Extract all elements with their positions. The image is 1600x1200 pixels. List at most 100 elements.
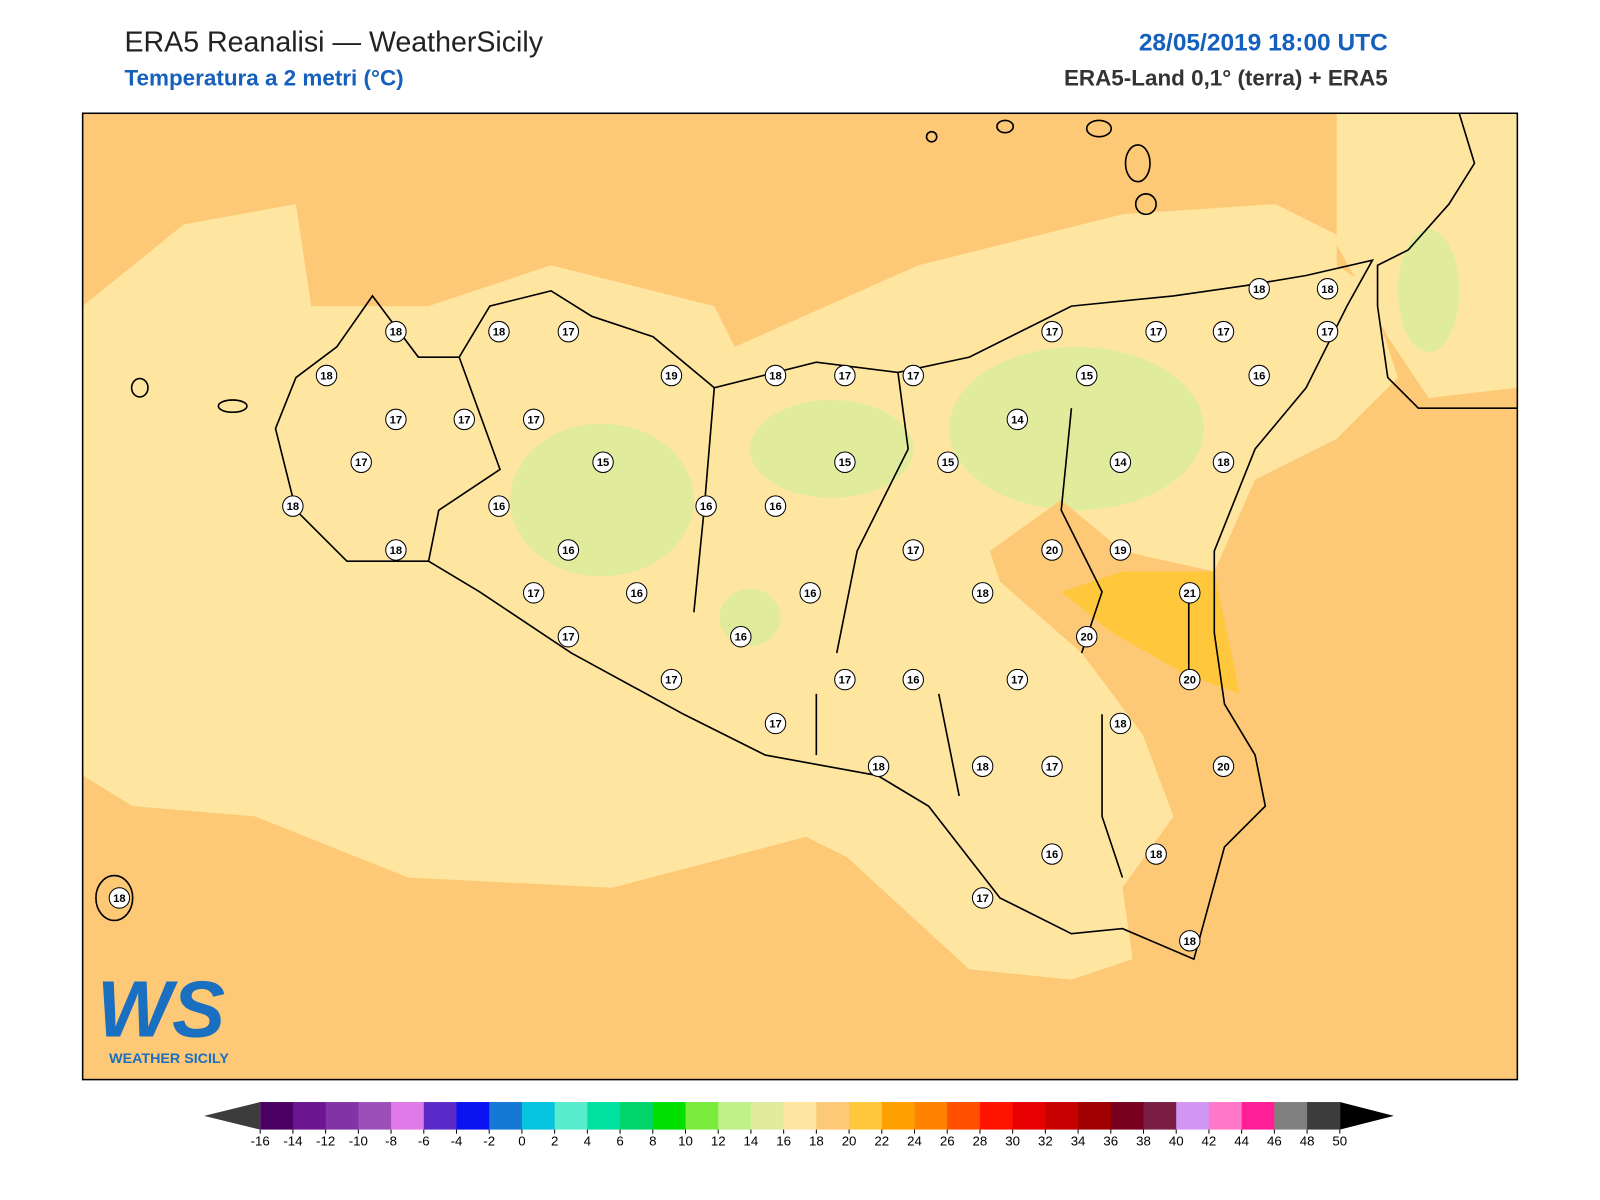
colorbar-label: 24 [907,1133,922,1148]
station-marker [764,364,787,387]
station-value: 21 [1184,588,1196,600]
logo-mark: WS [97,964,225,1053]
colorbar-bin [1307,1102,1341,1130]
station-value: 16 [769,501,781,513]
station-marker [108,887,131,909]
station-marker [730,626,752,648]
station-marker [1041,320,1063,343]
colorbar-label: 38 [1136,1133,1151,1148]
colorbar-bin [1045,1102,1079,1130]
station-value: 16 [630,588,642,600]
station-marker [282,495,304,517]
station-marker [315,364,338,387]
colorbar-label: 36 [1103,1133,1118,1148]
colorbar-bin [1241,1102,1275,1130]
temp-field [948,346,1205,511]
island [996,119,1015,134]
station-value: 20 [1217,761,1229,773]
station-value: 17 [527,414,539,426]
colorbar-bin [358,1102,392,1130]
station-value: 17 [976,893,988,905]
island [1085,119,1113,138]
station-marker [488,320,510,343]
station-marker [1145,320,1167,343]
colorbar-label: 42 [1202,1133,1217,1148]
station-marker [764,495,787,517]
station-marker [1145,843,1167,865]
station-marker [522,408,545,431]
station-marker [385,408,407,431]
station-marker [1212,320,1235,343]
station-value: 18 [1253,284,1265,296]
subtitle: Temperatura a 2 metri (°C) [124,66,403,91]
colorbar-bin [456,1102,490,1130]
station-marker [971,582,994,604]
station-value: 17 [527,588,539,600]
station-marker [1212,451,1235,473]
station-value: 18 [390,327,402,339]
station-marker [1109,712,1132,735]
colorbar-label: 4 [584,1133,591,1148]
station-value: 17 [1046,327,1058,339]
station-marker [1212,755,1235,778]
colorbar-bin [783,1102,817,1130]
colorbar-bin [750,1102,785,1130]
station-value: 18 [390,545,402,557]
colorbar-bin [325,1102,359,1130]
station-marker [971,755,994,778]
station-value: 17 [839,675,851,687]
station-marker [488,495,510,517]
colorbar-bin [521,1102,556,1130]
station-marker [660,364,683,387]
station-value: 16 [804,588,816,600]
colorbar-bin [718,1102,752,1130]
station-value: 16 [735,632,747,644]
station-value: 17 [458,414,470,426]
colorbar-bin [620,1102,654,1130]
logo-name: WEATHER SICILY [109,1051,229,1067]
station-marker [522,582,545,604]
station-value: 17 [907,370,919,382]
station-value: 17 [562,632,574,644]
station-value: 17 [907,545,919,557]
station-value: 16 [562,545,574,557]
map: 18 18 17 18 19 18 17 17 17 17 17 17 15 15 15 14 15 17 17 17… [82,113,1518,1080]
station-value: 17 [562,327,574,339]
station-marker [1109,451,1132,473]
colorbar: -16 -14 -12 -10 -8 -6 -4 -2 0 2 4 6 8 10 12 14 16 18 20 22 2… [204,1102,1394,1148]
station-marker [1316,320,1339,343]
station-value: 18 [287,501,299,513]
colorbar-label: 26 [940,1133,955,1148]
station-value: 14 [1011,414,1024,426]
station-marker [557,320,580,343]
colorbar-bin [979,1102,1014,1130]
colorbar-bin [914,1102,948,1130]
temp-field [1397,229,1460,353]
station-marker [660,668,683,691]
colorbar-label: -2 [483,1133,495,1148]
station-marker [1041,843,1063,865]
station-value: 19 [665,370,677,382]
station-value: 17 [1150,327,1162,339]
station-marker [1076,364,1098,387]
island [1124,144,1151,183]
station-marker [1179,582,1201,604]
station-value: 16 [907,675,919,687]
station-marker [1179,930,1201,952]
colorbar-bin [1143,1102,1177,1130]
island [95,874,134,922]
colorbar-label: -10 [349,1133,368,1148]
station-value: 18 [1217,457,1229,469]
colorbar-label: 18 [809,1133,824,1148]
colorbar-label: -8 [385,1133,397,1148]
colorbar-bin [685,1102,719,1130]
station-marker [764,712,787,735]
station-marker [902,364,924,387]
station-marker [592,451,614,473]
colorbar-bin [1274,1102,1308,1130]
temp-field [750,400,914,498]
colorbar-bin [849,1102,883,1130]
station-marker [1006,668,1029,691]
station-value: 18 [113,893,125,905]
station-marker [834,364,856,387]
